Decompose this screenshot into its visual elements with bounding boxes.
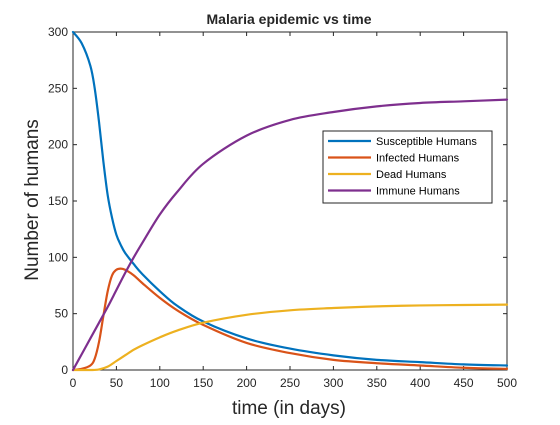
y-tick-label: 150 xyxy=(48,194,68,208)
series-line-infected-humans xyxy=(71,267,509,372)
y-axis-label: Number of humans xyxy=(22,119,43,281)
legend-label-immune-humans: Immune Humans xyxy=(376,186,460,198)
x-tick-label: 400 xyxy=(410,376,430,390)
y-tick-label: 250 xyxy=(48,81,68,95)
y-tick-label: 200 xyxy=(48,138,68,152)
legend: Susceptible Humans Infected Humans Dead Hu… xyxy=(322,130,493,204)
series-line-immune-humans xyxy=(71,98,509,372)
x-tick-label: 350 xyxy=(367,376,387,390)
series-line-dead-humans xyxy=(71,303,509,372)
x-tick-label: 250 xyxy=(280,376,300,390)
axes: 0 50 100 150 200 250 300 350 400 450 500 0 50 100 150 2… xyxy=(48,25,517,390)
y-tick-label: 50 xyxy=(55,307,69,321)
x-tick-label: 500 xyxy=(497,376,517,390)
legend-label-infected-humans: Infected Humans xyxy=(376,153,460,165)
legend-label-dead-humans: Dead Humans xyxy=(376,169,447,181)
legend-label-susceptible-humans: Susceptible Humans xyxy=(376,136,477,148)
y-tick-label: 0 xyxy=(61,363,68,377)
y-tick-label: 100 xyxy=(48,250,68,264)
x-tick-label: 50 xyxy=(110,376,124,390)
x-tick-label: 450 xyxy=(454,376,474,390)
chart-title: Malaria epidemic vs time xyxy=(207,11,372,27)
y-tick-label: 300 xyxy=(48,25,68,39)
series-line-susceptible-humans xyxy=(71,30,509,367)
x-tick-label: 0 xyxy=(70,376,77,390)
x-tick-label: 300 xyxy=(323,376,343,390)
x-tick-label: 200 xyxy=(237,376,257,390)
series-lines xyxy=(71,30,509,372)
x-tick-label: 100 xyxy=(150,376,170,390)
x-tick-label: 150 xyxy=(193,376,213,390)
x-axis-label: time (in days) xyxy=(232,398,346,419)
